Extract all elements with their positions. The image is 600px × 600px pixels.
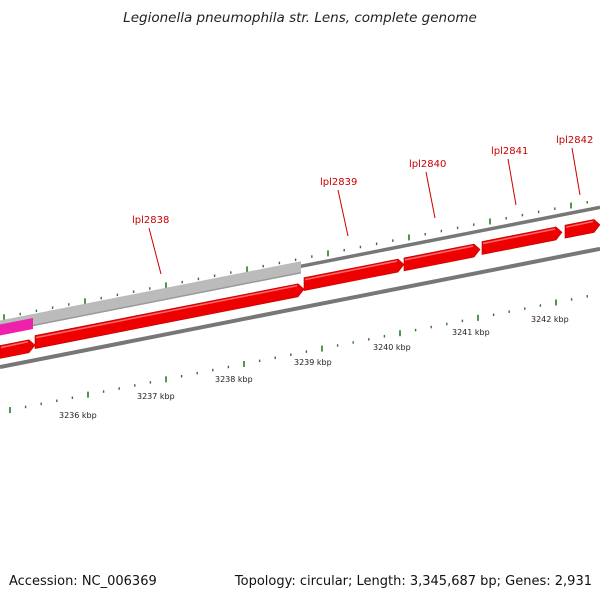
gene-label-layer: lpl2838 lpl2839 lpl2840 lpl2841 lpl2842 bbox=[132, 135, 593, 275]
inner-tick-ring bbox=[9, 295, 588, 414]
map-title: Legionella pneumophila str. Lens, comple… bbox=[123, 10, 477, 26]
gene-highlight bbox=[404, 245, 474, 261]
gene-leader-line bbox=[507, 158, 517, 206]
gene-label: lpl2841 bbox=[491, 146, 528, 157]
gene-arrow bbox=[0, 339, 36, 359]
kbp-label: 3239 kbp bbox=[294, 358, 332, 367]
gene-feature-magenta bbox=[0, 317, 33, 336]
grey-track-shadow bbox=[0, 271, 302, 333]
gene-label: lpl2838 bbox=[132, 215, 169, 226]
gene-leader-line bbox=[571, 147, 581, 196]
kbp-label: 3242 kbp bbox=[531, 315, 569, 324]
kbp-label: 3236 kbp bbox=[59, 411, 97, 420]
gene-highlight bbox=[565, 220, 594, 228]
gene-tracks bbox=[0, 205, 600, 369]
gene-leader-line bbox=[337, 189, 349, 237]
gene-leader-line bbox=[425, 171, 436, 219]
gene-arrow bbox=[403, 243, 481, 272]
accession-text: Accession: NC_006369 bbox=[9, 574, 157, 589]
gene-leader-line bbox=[148, 227, 162, 275]
gene-arrow bbox=[34, 283, 305, 349]
gene-highlight bbox=[304, 260, 398, 281]
gene-feature-grey bbox=[0, 261, 301, 332]
gene-highlight bbox=[0, 341, 29, 349]
gene-arrow bbox=[303, 258, 405, 291]
kbp-label: 3240 kbp bbox=[373, 343, 411, 352]
gene-label: lpl2839 bbox=[320, 177, 357, 188]
kbp-label: 3237 kbp bbox=[137, 392, 175, 401]
gene-label: lpl2842 bbox=[556, 135, 593, 146]
gene-label: lpl2840 bbox=[409, 159, 446, 170]
gene-arrow bbox=[564, 219, 600, 239]
outer-tick-ring bbox=[3, 201, 588, 321]
kbp-label-layer: 3236 kbp 3237 kbp 3238 kbp 3239 kbp 3240 kbp… bbox=[59, 315, 569, 420]
genome-summary-text: Topology: circular; Length: 3,345,687 bp… bbox=[234, 574, 592, 589]
gene-highlight bbox=[482, 228, 556, 245]
kbp-label: 3241 kbp bbox=[452, 328, 490, 337]
gene-arrow bbox=[481, 226, 563, 255]
kbp-label: 3238 kbp bbox=[215, 375, 253, 384]
genome-backbone bbox=[0, 246, 600, 369]
gene-highlight bbox=[35, 285, 298, 339]
